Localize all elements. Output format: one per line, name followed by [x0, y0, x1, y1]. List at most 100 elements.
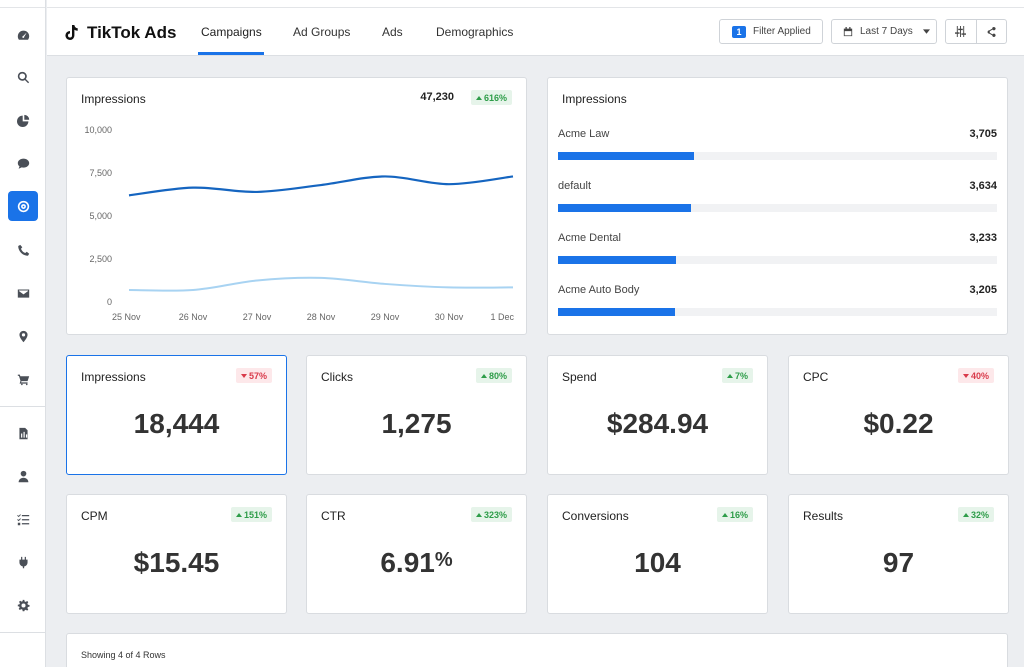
date-range-dropdown[interactable]: Last 7 Days	[831, 19, 937, 44]
x-tick-label: 26 Nov	[179, 312, 208, 322]
list-item-label: Acme Law	[558, 128, 610, 140]
y-tick-label: 5,000	[89, 211, 112, 221]
plug-icon[interactable]	[8, 547, 38, 577]
metric-title: Clicks	[321, 370, 353, 384]
progress-track	[558, 152, 997, 160]
impressions-breakdown-title: Impressions	[562, 92, 627, 106]
metric-value: 6.91%	[307, 547, 526, 579]
metric-card-cpm[interactable]: CPM 151% $15.45	[66, 494, 287, 614]
mail-icon[interactable]	[8, 278, 38, 308]
target-icon[interactable]	[8, 191, 38, 221]
trend-up-icon	[475, 512, 482, 517]
metric-change-badge: 151%	[230, 507, 272, 522]
metric-value-number: 6.91	[380, 547, 435, 578]
progress-fill	[558, 204, 691, 212]
user-icon[interactable]	[8, 461, 38, 491]
checklist-icon[interactable]	[8, 504, 38, 534]
pie-chart-icon[interactable]	[8, 105, 38, 135]
trend-down-icon	[962, 373, 969, 378]
list-item-value: 3,233	[969, 232, 997, 244]
metric-card-ctr[interactable]: CTR 323% 6.91%	[306, 494, 527, 614]
metric-value-number: 104	[634, 547, 681, 578]
search-icon[interactable]	[8, 62, 38, 92]
tiktok-logo-icon	[65, 25, 78, 40]
x-tick-label: 27 Nov	[243, 312, 272, 322]
metric-value: $0.22	[789, 408, 1008, 440]
cart-icon[interactable]	[8, 364, 38, 394]
sidebar-divider-bottom	[0, 632, 46, 633]
active-tab-indicator	[198, 52, 264, 55]
trend-up-icon	[726, 373, 733, 378]
metric-card-clicks[interactable]: Clicks 80% 1,275	[306, 355, 527, 475]
column-settings-button[interactable]	[946, 20, 977, 43]
metric-change-value: 7%	[734, 370, 748, 381]
tab-campaigns[interactable]: Campaigns	[201, 25, 262, 39]
metric-value-number: $0.22	[863, 408, 934, 439]
metric-title: Conversions	[562, 509, 629, 523]
impressions-chart-change-badge: 616%	[470, 90, 512, 105]
metric-card-spend[interactable]: Spend 7% $284.94	[547, 355, 768, 475]
gear-icon[interactable]	[8, 590, 38, 620]
dashboard-icon[interactable]	[8, 20, 38, 50]
progress-track	[558, 256, 997, 264]
impressions-chart-card: Impressions 47,230 616% 0 2,500 5,000 7,500…	[66, 77, 527, 335]
calendar-icon	[843, 26, 853, 36]
date-range-label: Last 7 Days	[860, 26, 913, 37]
metric-card-cpc[interactable]: CPC 40% $0.22	[788, 355, 1009, 475]
x-tick-label: 29 Nov	[371, 312, 400, 322]
metric-card-conversions[interactable]: Conversions 16% 104	[547, 494, 768, 614]
list-item-value: 3,634	[969, 180, 997, 192]
location-pin-icon[interactable]	[8, 321, 38, 351]
trend-up-icon	[721, 512, 728, 517]
metric-value: 18,444	[67, 408, 286, 440]
metric-change-badge: 7%	[721, 368, 753, 383]
x-tick-label: 25 Nov	[112, 312, 141, 322]
metric-change-badge: 40%	[957, 368, 994, 383]
metric-change-value: 32%	[970, 509, 989, 520]
rows-count-text: Showing 4 of 4 Rows	[81, 650, 166, 660]
trend-up-icon	[480, 373, 487, 378]
phone-icon[interactable]	[8, 235, 38, 265]
share-button[interactable]	[977, 20, 1007, 43]
metric-title: Impressions	[81, 370, 146, 384]
metric-card-impressions[interactable]: Impressions 57% 18,444	[66, 355, 287, 475]
chat-icon[interactable]	[8, 148, 38, 178]
tab-demographics[interactable]: Demographics	[436, 25, 514, 39]
page-title: TikTok Ads	[87, 23, 177, 42]
metric-change-value: 40%	[970, 370, 989, 381]
impressions-line-chart: 0 2,500 5,000 7,500 10,000 25 Nov 26 Nov 27 Nov…	[84, 125, 514, 322]
trend-down-icon	[240, 373, 247, 378]
sidebar-divider	[0, 406, 46, 407]
metric-change-value: 323%	[483, 509, 507, 520]
share-icon	[987, 26, 996, 37]
metric-change-badge: 32%	[957, 507, 994, 522]
metric-change-badge: 57%	[235, 368, 272, 383]
list-item: Acme Dental 3,233	[558, 232, 997, 268]
metric-title: CPM	[81, 509, 108, 523]
metric-change-badge: 16%	[716, 507, 753, 522]
x-tick-label: 30 Nov	[435, 312, 464, 322]
chevron-down-icon	[922, 29, 930, 34]
sidebar-top-line	[0, 0, 45, 8]
report-icon[interactable]	[8, 418, 38, 448]
impressions-chart-change-value: 616%	[483, 92, 507, 103]
progress-fill	[558, 152, 694, 160]
filter-button[interactable]: 1 Filter Applied	[719, 19, 823, 44]
header: TikTok Ads Campaigns Ad Groups Ads Demog…	[47, 0, 1024, 56]
list-item-label: Acme Dental	[558, 232, 621, 244]
filter-count-badge: 1	[732, 25, 746, 38]
progress-track	[558, 308, 997, 316]
trend-up-icon	[475, 95, 482, 100]
metric-change-value: 80%	[488, 370, 507, 381]
x-tick-label: 1 Dec	[490, 312, 514, 322]
metric-title: Results	[803, 509, 844, 523]
sliders-icon	[955, 26, 967, 37]
metric-card-results[interactable]: Results 32% 97	[788, 494, 1009, 614]
tab-ad-groups[interactable]: Ad Groups	[293, 25, 351, 39]
metric-change-value: 57%	[248, 370, 267, 381]
metric-value-number: 1,275	[381, 408, 452, 439]
impressions-breakdown-card: Impressions Acme Law 3,705 default 3,634 Acm…	[547, 77, 1008, 335]
metric-value: 1,275	[307, 408, 526, 440]
trend-up-icon	[235, 512, 242, 517]
tab-ads[interactable]: Ads	[382, 25, 403, 39]
